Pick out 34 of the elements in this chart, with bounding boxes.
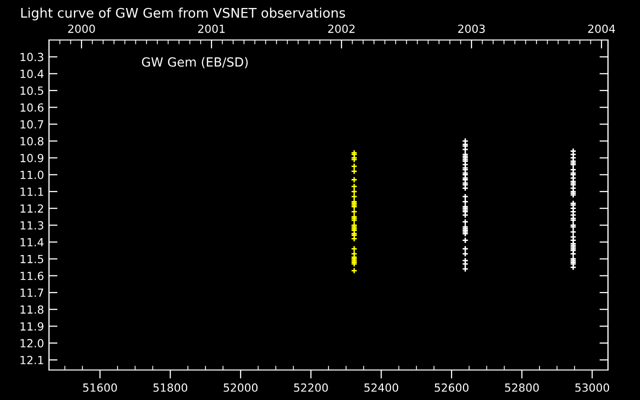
x2-tick-label: 2002 [328,24,355,33]
y-tick-label: 11.4 [20,238,44,246]
y-tick-label: 10.7 [20,120,44,129]
x-tick-label: 53000 [575,383,610,392]
y-tick-label: 10.3 [20,52,44,62]
y-tick-label: 10.8 [20,136,44,146]
y-tick-label: 11.3 [20,221,44,230]
x2-tick-label: 2003 [458,24,485,33]
x2-tick-label: 2001 [198,24,225,33]
y-tick-label: 11.9 [20,322,44,331]
annotation: GW Gem (EB/SD) [142,57,248,68]
y-tick-label: 10.4 [20,70,44,78]
y-tick-label: 12.0 [20,339,44,348]
y-tick-label: 12.1 [20,356,44,364]
x-tick-label: 52000 [224,383,258,392]
x2-tick-label: 2000 [68,24,95,33]
y-tick-label: 11.6 [20,272,44,280]
y-tick-label: 10.9 [20,154,44,162]
y-tick-label: 11.5 [20,255,44,264]
y-tick-label: 10.5 [20,86,44,95]
y-tick-label: 11.2 [20,204,44,213]
chart-title: Light curve of GW Gem from VSNET observations [21,8,346,20]
y-tick-label: 11.1 [20,188,44,196]
y-tick-label: 11.0 [20,170,44,180]
x-tick-label: 51600 [83,383,117,392]
x-tick-label: 52400 [364,383,398,392]
x-tick-label: 52200 [294,383,328,392]
x-tick-label: 52600 [434,383,468,392]
x2-tick-label: 2004 [588,24,616,33]
y-tick-label: 10.6 [20,103,44,112]
x-tick-label: 52800 [505,383,539,392]
x-tick-label: 51800 [153,383,188,392]
y-tick-label: 11.8 [20,305,44,314]
y-tick-label: 11.7 [20,288,44,297]
